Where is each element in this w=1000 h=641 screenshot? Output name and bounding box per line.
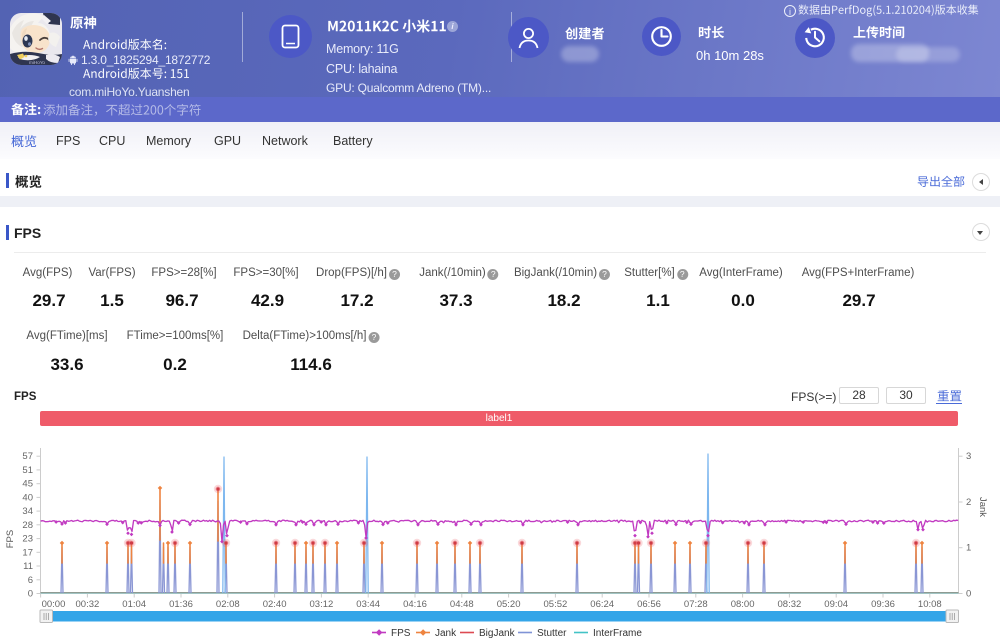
- svg-text:3: 3: [966, 451, 971, 462]
- svg-text:06:24: 06:24: [590, 599, 614, 610]
- svg-text:45: 45: [22, 479, 33, 490]
- svg-text:05:52: 05:52: [544, 599, 568, 610]
- svg-text:51: 51: [22, 465, 33, 476]
- svg-text:01:04: 01:04: [122, 599, 146, 610]
- svg-text:2: 2: [966, 497, 971, 508]
- svg-text:miHoYo: miHoYo: [29, 60, 45, 65]
- svg-text:23: 23: [22, 534, 33, 545]
- svg-text:FPS: FPS: [391, 628, 411, 639]
- svg-text:03:44: 03:44: [356, 599, 380, 610]
- svg-text:00:32: 00:32: [76, 599, 100, 610]
- svg-text:FPS: FPS: [5, 530, 16, 548]
- svg-text:34: 34: [22, 506, 33, 517]
- svg-text:11: 11: [23, 561, 33, 572]
- svg-text:Jank: Jank: [435, 628, 457, 639]
- svg-text:6: 6: [28, 575, 33, 586]
- svg-text:04:48: 04:48: [450, 599, 474, 610]
- svg-text:10:08: 10:08: [918, 599, 942, 610]
- svg-text:05:20: 05:20: [497, 599, 521, 610]
- svg-text:BigJank: BigJank: [479, 628, 516, 639]
- svg-text:08:32: 08:32: [778, 599, 802, 610]
- svg-text:0: 0: [966, 589, 971, 600]
- svg-text:09:36: 09:36: [871, 599, 895, 610]
- svg-text:0: 0: [28, 589, 33, 600]
- svg-text:00:00: 00:00: [42, 599, 66, 610]
- svg-text:Stutter: Stutter: [537, 628, 567, 639]
- svg-text:01:36: 01:36: [169, 599, 193, 610]
- svg-text:03:12: 03:12: [310, 599, 334, 610]
- svg-text:06:56: 06:56: [637, 599, 661, 610]
- svg-text:57: 57: [22, 451, 33, 462]
- svg-text:InterFrame: InterFrame: [593, 628, 642, 639]
- svg-text:40: 40: [22, 492, 33, 503]
- svg-text:02:40: 02:40: [263, 599, 287, 610]
- svg-text:17: 17: [22, 547, 33, 558]
- svg-text:07:28: 07:28: [684, 599, 708, 610]
- svg-text:Jank: Jank: [977, 497, 988, 517]
- svg-text:1: 1: [966, 543, 971, 554]
- svg-text:09:04: 09:04: [824, 599, 848, 610]
- svg-text:28: 28: [22, 520, 33, 531]
- svg-text:02:08: 02:08: [216, 599, 240, 610]
- svg-text:08:00: 08:00: [731, 599, 755, 610]
- svg-text:04:16: 04:16: [403, 599, 427, 610]
